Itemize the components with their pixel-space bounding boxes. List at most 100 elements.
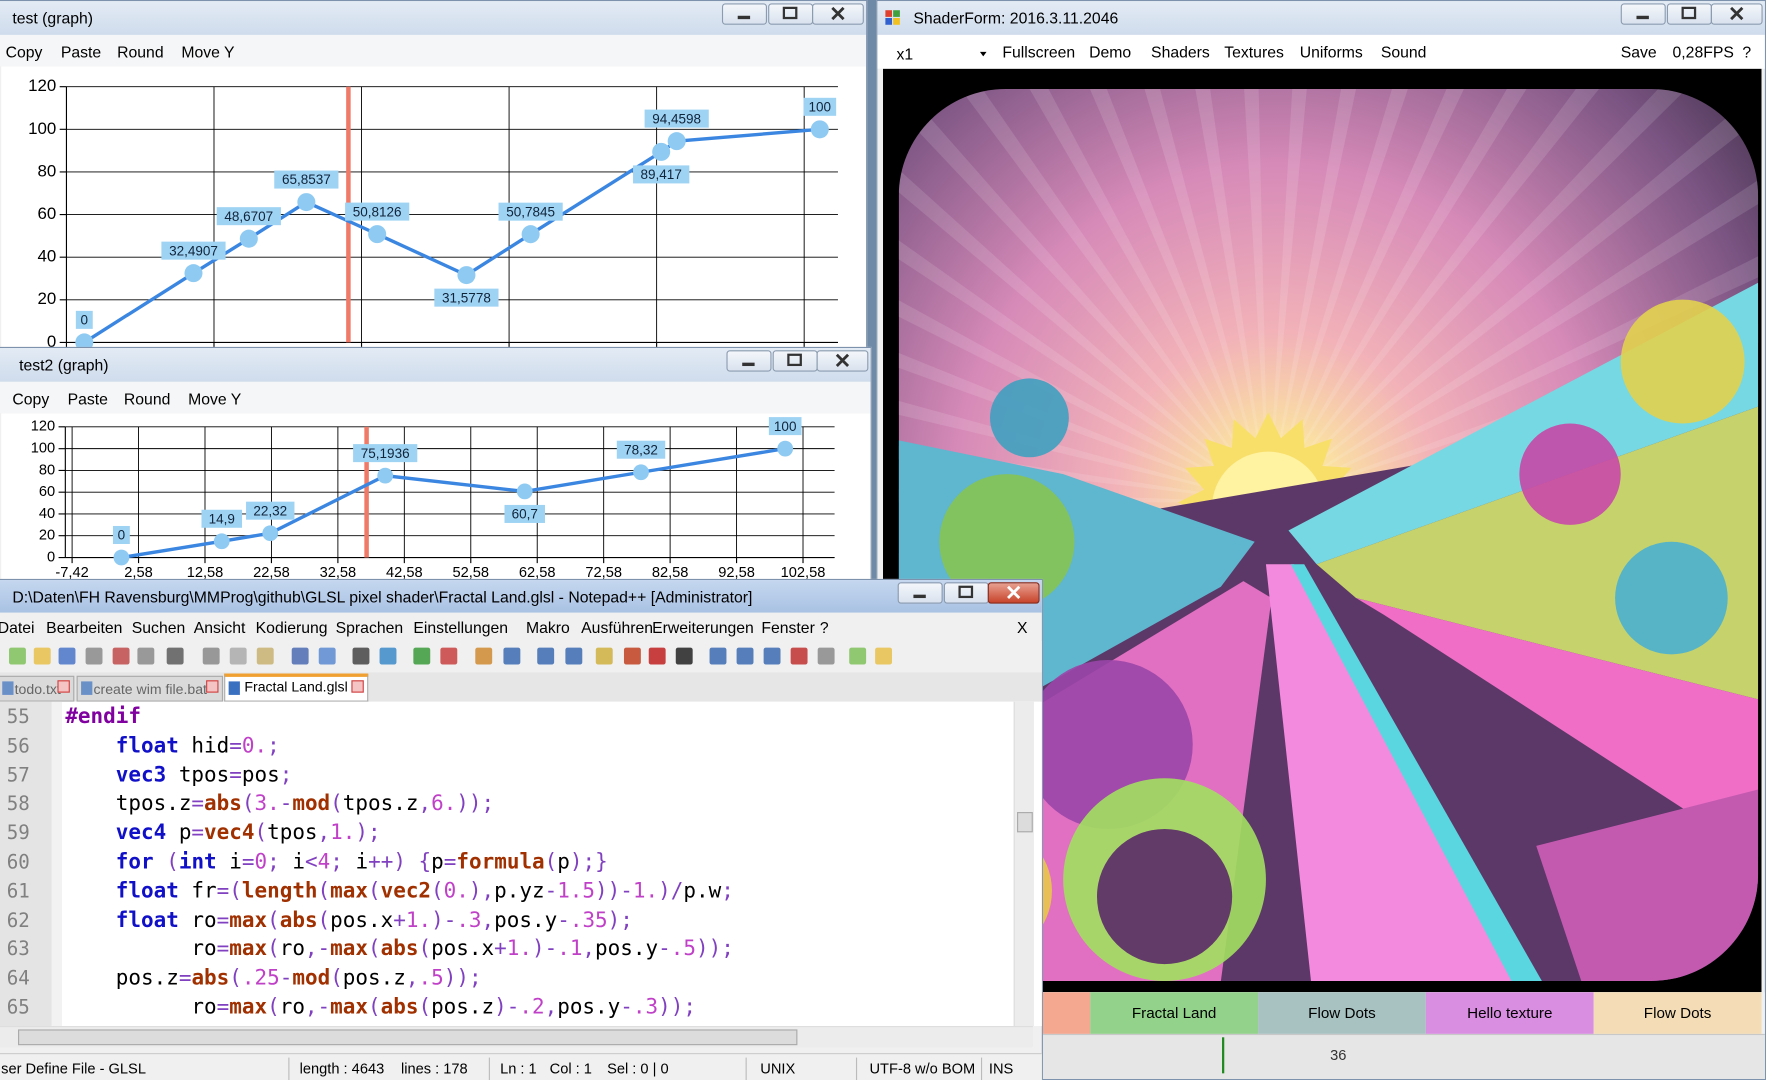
- toolbar-icon[interactable]: [709, 647, 727, 665]
- toolbar-icon[interactable]: [595, 647, 613, 665]
- value-label-box: [803, 97, 837, 116]
- toolbar-icon[interactable]: [849, 647, 867, 665]
- value-label: 50,7845: [506, 204, 555, 219]
- toolbar-icon[interactable]: [475, 647, 493, 665]
- menu-item[interactable]: Move Y: [181, 42, 235, 61]
- menu-item[interactable]: Paste: [60, 42, 102, 61]
- code-token: ): [494, 995, 507, 1020]
- code-token: -: [557, 908, 570, 933]
- menu-item[interactable]: Demo: [1089, 42, 1132, 61]
- minimize-button[interactable]: [721, 3, 767, 25]
- toolbar-icon[interactable]: [537, 647, 555, 665]
- code-editor[interactable]: 55 #endif 56 float hid=0.; 57 vec3 tpos=pos…: [0, 701, 1042, 1027]
- toolbar-icon[interactable]: [379, 647, 397, 665]
- close-button[interactable]: [816, 350, 869, 372]
- toolbar-icon[interactable]: [675, 647, 693, 665]
- menu-item[interactable]: Fullscreen: [1002, 42, 1076, 61]
- menu-item[interactable]: Sprachen: [335, 618, 404, 637]
- toolbar-icon[interactable]: [202, 647, 220, 665]
- toolbar-icon[interactable]: [648, 647, 666, 665]
- menu-item[interactable]: Fenster: [761, 618, 815, 637]
- code-token: y: [645, 937, 659, 962]
- menu-item[interactable]: Copy: [5, 42, 43, 61]
- menu-item[interactable]: Suchen: [131, 618, 186, 637]
- file-tab[interactable]: create wim file.bat: [76, 675, 224, 702]
- code-token: pos: [431, 937, 469, 962]
- minimize-button[interactable]: [726, 350, 772, 372]
- menu-item[interactable]: Copy: [12, 389, 50, 408]
- toolbar-icon[interactable]: [413, 647, 431, 665]
- maximize-button[interactable]: [772, 350, 818, 372]
- toolbar-icon[interactable]: [623, 647, 641, 665]
- menu-item[interactable]: Makro: [525, 618, 570, 637]
- close-button[interactable]: [987, 582, 1040, 604]
- scroll-thumb[interactable]: [1017, 812, 1033, 833]
- menu-item[interactable]: Ansicht: [193, 618, 246, 637]
- menu-item[interactable]: ?: [1742, 42, 1752, 61]
- toolbar-icon[interactable]: [291, 647, 309, 665]
- toolbar-icon[interactable]: [85, 647, 103, 665]
- toolbar-icon[interactable]: [790, 647, 808, 665]
- zoom-combo[interactable]: x1: [886, 39, 991, 67]
- toolbar-icon[interactable]: [137, 647, 155, 665]
- file-tab[interactable]: todo.txt: [0, 675, 75, 702]
- menu-item[interactable]: ?: [819, 618, 829, 637]
- toolbar-icon[interactable]: [166, 647, 184, 665]
- toolbar-icon[interactable]: [318, 647, 336, 665]
- tab-close[interactable]: [57, 680, 70, 693]
- close-button[interactable]: [812, 3, 864, 25]
- file-tab[interactable]: Fractal Land.glsl: [224, 673, 369, 702]
- code-token: (: [229, 879, 242, 904]
- toolbar-icon[interactable]: [440, 647, 458, 665]
- maximize-button[interactable]: [943, 582, 989, 604]
- tab-close[interactable]: [206, 680, 219, 693]
- toolbar-icon[interactable]: [9, 647, 26, 665]
- toolbar-icon[interactable]: [112, 647, 130, 665]
- data-point: [377, 467, 394, 484]
- menu-item[interactable]: Bearbeiten: [46, 618, 123, 637]
- menu-item[interactable]: Round: [117, 42, 164, 61]
- menu-item[interactable]: Round: [123, 389, 171, 408]
- menu-item[interactable]: Uniforms: [1299, 42, 1363, 61]
- code-token: ): [468, 879, 482, 904]
- shader-tab[interactable]: Flow Dots: [1258, 992, 1426, 1034]
- toolbar-icon[interactable]: [736, 647, 754, 665]
- shader-tab[interactable]: Hello texture: [1425, 992, 1594, 1034]
- menu-item[interactable]: Erweiterungen: [652, 618, 754, 637]
- v-scrollbar[interactable]: [1013, 701, 1034, 1027]
- close-button[interactable]: [1710, 3, 1763, 25]
- menu-item[interactable]: Move Y: [188, 389, 242, 408]
- menu-item[interactable]: Einstellungen: [413, 618, 509, 637]
- tab-close[interactable]: [351, 680, 364, 693]
- shader-tab[interactable]: Fractal Land: [1090, 992, 1259, 1034]
- menu-item[interactable]: Paste: [67, 389, 108, 408]
- toolbar-icon[interactable]: [33, 647, 51, 665]
- menu-item[interactable]: Datei: [0, 618, 35, 637]
- toolbar-icon[interactable]: [565, 647, 583, 665]
- scroll-thumb[interactable]: [18, 1029, 798, 1046]
- minimize-button[interactable]: [1620, 3, 1666, 25]
- toolbar-icon[interactable]: [58, 647, 76, 665]
- menu-item[interactable]: Ausführen: [581, 618, 654, 637]
- code-token: (: [267, 908, 280, 933]
- toolbar-icon[interactable]: [817, 647, 835, 665]
- close-doc[interactable]: X: [1017, 618, 1028, 637]
- toolbar-icon[interactable]: [503, 647, 521, 665]
- toolbar-icon[interactable]: [256, 647, 274, 665]
- maximize-button[interactable]: [1666, 3, 1712, 25]
- toolbar-icon[interactable]: [875, 647, 893, 665]
- h-scrollbar[interactable]: [0, 1026, 1033, 1048]
- menu-item[interactable]: Sound: [1380, 42, 1427, 61]
- menu-item[interactable]: Textures: [1224, 42, 1284, 61]
- menu-item[interactable]: Kodierung: [255, 618, 328, 637]
- shader-tab[interactable]: Flow Dots: [1593, 992, 1762, 1034]
- code-token: .35: [569, 908, 608, 933]
- toolbar-icon[interactable]: [352, 647, 370, 665]
- title-bar: D:\Daten\FH Ravensburg\MMProg\github\GLS…: [0, 580, 1042, 613]
- menu-item[interactable]: Save: [1620, 42, 1657, 61]
- maximize-button[interactable]: [768, 3, 814, 25]
- menu-item[interactable]: Shaders: [1151, 42, 1210, 61]
- minimize-button[interactable]: [897, 582, 943, 604]
- toolbar-icon[interactable]: [229, 647, 247, 665]
- toolbar-icon[interactable]: [763, 647, 781, 665]
